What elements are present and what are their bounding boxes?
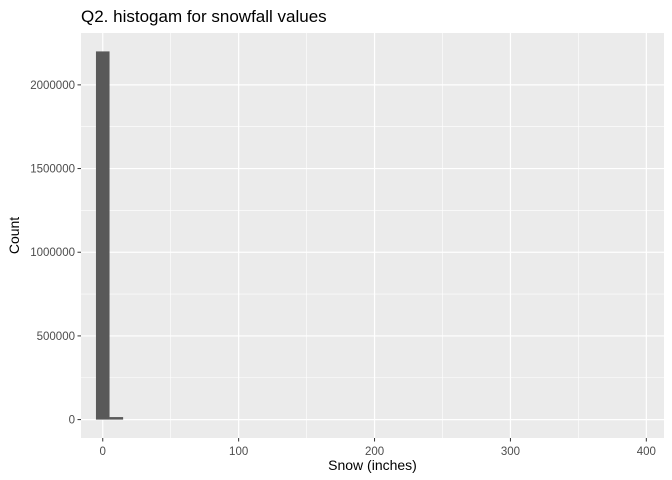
- y-axis-title: Count: [6, 217, 22, 254]
- major-gridlines: [81, 33, 664, 438]
- y-tick-label: 2000000: [30, 80, 75, 92]
- histogram-bars: [95, 51, 124, 420]
- y-tick-label: 1000000: [30, 247, 75, 259]
- x-tick-label: 400: [637, 446, 656, 458]
- x-tick-label: 0: [100, 446, 106, 458]
- y-tick-label: 500000: [37, 331, 75, 343]
- x-tick-label: 300: [501, 446, 520, 458]
- plot-panel: [81, 33, 664, 438]
- histogram-bar: [95, 51, 110, 420]
- y-axis-ticks: 0 500000 1000000 1500000 2000000: [30, 80, 81, 427]
- histogram-bar: [109, 417, 124, 420]
- y-tick-label: 1500000: [30, 164, 75, 176]
- x-axis-title: Snow (inches): [328, 457, 417, 473]
- minor-gridlines: [81, 33, 664, 438]
- x-axis-ticks: 0 100 200 300 400: [100, 438, 656, 458]
- x-tick-label: 100: [229, 446, 248, 458]
- y-tick-label: 0: [69, 415, 75, 427]
- x-tick-label: 200: [365, 446, 384, 458]
- chart-title: Q2. histogam for snowfall values: [81, 7, 327, 26]
